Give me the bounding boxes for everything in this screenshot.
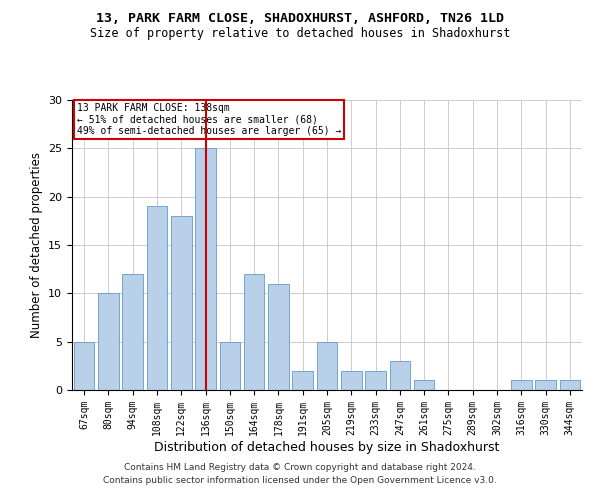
Text: Contains public sector information licensed under the Open Government Licence v3: Contains public sector information licen… bbox=[103, 476, 497, 485]
Bar bbox=[268, 284, 289, 390]
Text: 13 PARK FARM CLOSE: 138sqm
← 51% of detached houses are smaller (68)
49% of semi: 13 PARK FARM CLOSE: 138sqm ← 51% of deta… bbox=[77, 103, 341, 136]
Bar bbox=[292, 370, 313, 390]
Bar bbox=[365, 370, 386, 390]
Bar bbox=[389, 361, 410, 390]
Bar bbox=[122, 274, 143, 390]
Bar bbox=[244, 274, 265, 390]
Bar bbox=[535, 380, 556, 390]
Bar bbox=[511, 380, 532, 390]
Bar bbox=[74, 342, 94, 390]
Bar bbox=[146, 206, 167, 390]
Bar bbox=[220, 342, 240, 390]
X-axis label: Distribution of detached houses by size in Shadoxhurst: Distribution of detached houses by size … bbox=[154, 440, 500, 454]
Bar bbox=[98, 294, 119, 390]
Y-axis label: Number of detached properties: Number of detached properties bbox=[29, 152, 43, 338]
Text: 13, PARK FARM CLOSE, SHADOXHURST, ASHFORD, TN26 1LD: 13, PARK FARM CLOSE, SHADOXHURST, ASHFOR… bbox=[96, 12, 504, 26]
Bar bbox=[341, 370, 362, 390]
Bar bbox=[414, 380, 434, 390]
Bar bbox=[560, 380, 580, 390]
Bar bbox=[195, 148, 216, 390]
Text: Contains HM Land Registry data © Crown copyright and database right 2024.: Contains HM Land Registry data © Crown c… bbox=[124, 464, 476, 472]
Bar bbox=[317, 342, 337, 390]
Text: Size of property relative to detached houses in Shadoxhurst: Size of property relative to detached ho… bbox=[90, 28, 510, 40]
Bar bbox=[171, 216, 191, 390]
